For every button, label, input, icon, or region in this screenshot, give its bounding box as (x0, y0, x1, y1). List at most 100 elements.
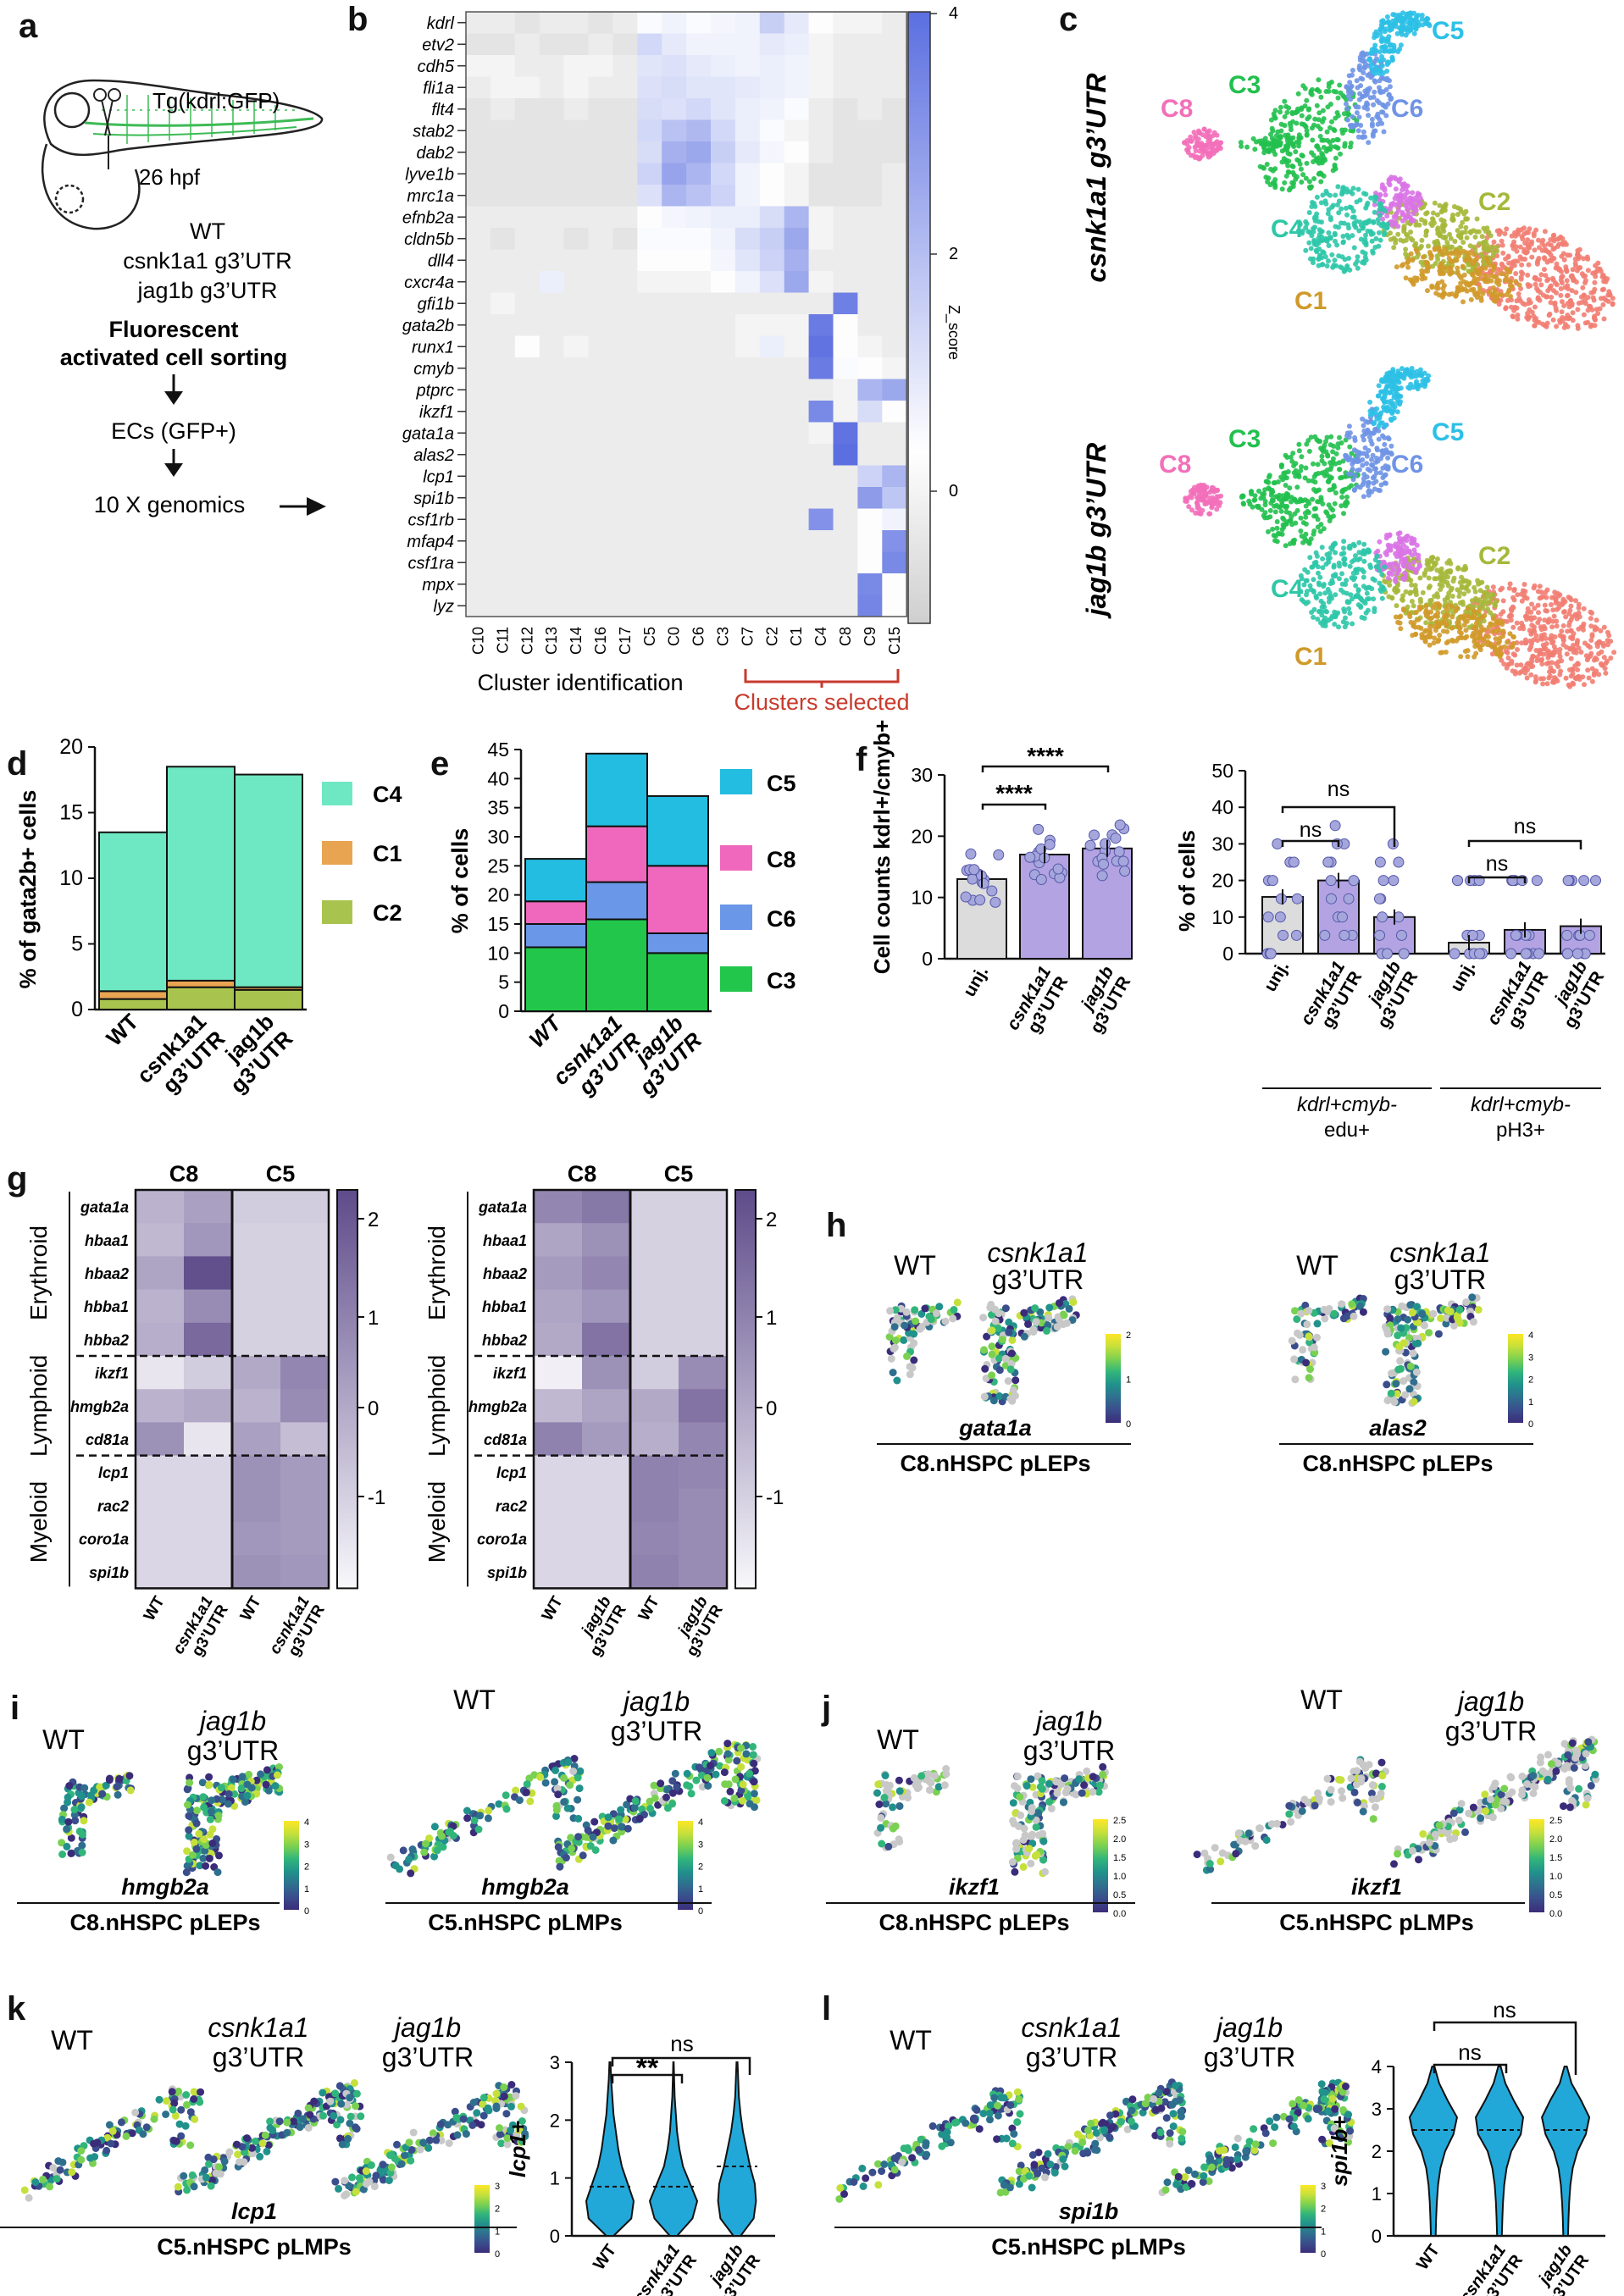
heatmap-b-cell (882, 530, 907, 552)
umap-point (1369, 116, 1375, 122)
heatmap-b-cell (637, 119, 662, 142)
y-tick-label: 0 (71, 998, 83, 1021)
umap-point (1357, 91, 1363, 97)
umap-point (1363, 232, 1368, 238)
umap-point (1412, 196, 1418, 201)
heatmap-b-cell (808, 573, 834, 595)
heatmap-b-cell (490, 55, 516, 77)
umap-point (1285, 151, 1291, 157)
umap-point (1191, 490, 1197, 496)
data-point-f1 (1044, 838, 1056, 850)
heatmap-b-cell (711, 551, 736, 574)
umap-point (1492, 603, 1498, 609)
heatmap-b-cell (759, 530, 785, 552)
umap-point (1370, 230, 1376, 236)
umap-point (1261, 145, 1266, 150)
umap-point (1495, 267, 1501, 272)
heatmap-b-cell (563, 163, 589, 185)
umap-point (1380, 379, 1386, 385)
umap-point (1438, 209, 1444, 215)
heatmap-b-cell (857, 444, 883, 466)
data-point-f2 (1288, 856, 1300, 868)
data-point-f2 (1377, 911, 1388, 923)
umap-point (1518, 269, 1524, 275)
heatmap-g-cell (630, 1289, 679, 1324)
umap-point (1350, 466, 1355, 472)
umap-point (1398, 42, 1404, 48)
umap-point (1395, 531, 1401, 537)
umap-point (1316, 609, 1322, 615)
umap-point (1334, 145, 1340, 151)
umap-point (1332, 232, 1338, 238)
umap-point (1499, 261, 1505, 267)
heatmap-b-colorbar: 4 2 0 Z_score (907, 4, 962, 624)
umap-point (1394, 397, 1400, 403)
umap-point (1488, 273, 1494, 279)
heatmap-b-cell (637, 335, 662, 358)
umap-point (1314, 194, 1320, 200)
heatmap-b-cell (662, 573, 687, 595)
heatmap-b-cell (808, 228, 834, 250)
heatmap-b-cell (490, 379, 516, 401)
umap-point (1211, 130, 1217, 136)
umap-point (1377, 30, 1383, 36)
heatmap-b-gene-label: lcp1 (423, 467, 454, 486)
umap-point (1426, 243, 1431, 249)
umap-point (1426, 373, 1432, 379)
umap-point (1207, 152, 1213, 158)
umap-point (1536, 245, 1542, 251)
umap-point (1476, 229, 1482, 235)
heatmap-b-cell (833, 573, 858, 595)
umap-point (1438, 217, 1444, 223)
umap-point (1376, 560, 1382, 565)
heatmap-b-cell (882, 465, 907, 488)
umap-point (1505, 639, 1510, 645)
heatmap-b-cell (833, 206, 858, 229)
umap-point (1211, 141, 1217, 147)
umap-point (1600, 640, 1606, 646)
heatmap-b-cell (882, 228, 907, 250)
heatmap-b-cell (759, 228, 785, 250)
heatmap-b-cell (857, 76, 883, 99)
umap-point (1337, 563, 1343, 569)
umap-point (1316, 117, 1322, 123)
umap-point (1384, 14, 1390, 19)
umap-point (1316, 170, 1322, 176)
umap-point (1540, 237, 1546, 243)
umap-point (1194, 502, 1200, 508)
umap-point (1283, 543, 1289, 549)
umap-point (1357, 556, 1363, 562)
umap-point (1539, 636, 1545, 642)
umap-point (1272, 152, 1278, 158)
y-tick-label: 0 (922, 948, 933, 970)
umap-point (1440, 271, 1446, 277)
umap-point (1385, 384, 1391, 390)
umap-point (1497, 645, 1503, 651)
heatmap-b-gene-label: lyz (434, 597, 454, 616)
umap-point (1559, 274, 1565, 280)
umap-point (1412, 275, 1417, 281)
umap-point (1326, 502, 1332, 508)
umap-point (1474, 617, 1480, 622)
umap-point (1483, 229, 1488, 234)
umap-point (1599, 662, 1605, 668)
umap-point (1534, 638, 1540, 644)
feature-point (889, 1369, 897, 1377)
sig-label: ns (1300, 818, 1322, 842)
heatmap-b-cell (833, 33, 858, 56)
heatmap-b-cell (612, 444, 638, 466)
umap-point (1338, 151, 1343, 157)
y-tick-label: 20 (911, 825, 933, 847)
umap-point (1581, 606, 1587, 611)
heatmap-b-cell (759, 271, 785, 293)
umap-point (1346, 423, 1352, 429)
umap-point (1559, 253, 1565, 259)
umap-point (1459, 285, 1464, 290)
umap-point (1362, 254, 1368, 260)
umap-point (1506, 287, 1512, 293)
data-point-f1 (1117, 855, 1129, 867)
heatmap-b-cell (833, 401, 858, 423)
umap-point (1457, 250, 1463, 256)
heatmap-g-cell (184, 1256, 233, 1291)
